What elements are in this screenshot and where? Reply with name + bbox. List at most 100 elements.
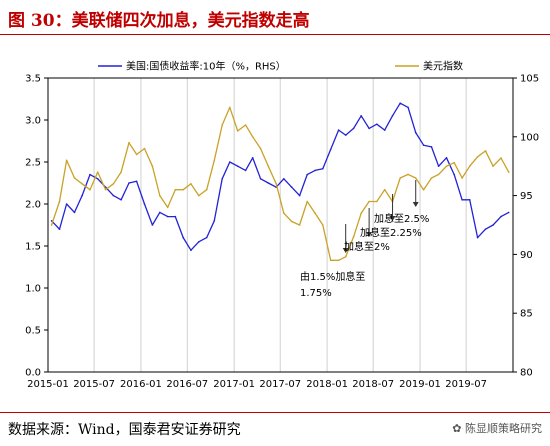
legend: 美国:国债收益率:10年（%，RHS） 美元指数 — [98, 60, 463, 73]
data-point — [453, 173, 456, 176]
data-point — [81, 183, 83, 185]
x-tick-label: 2019-01 — [399, 379, 441, 390]
data-point — [329, 259, 332, 262]
data-point — [143, 203, 146, 205]
axes: 2015-01 2015-07 2016-01 2016-07 2017-01 2017-… — [25, 74, 539, 391]
y-left-tick-label: 2.5 — [25, 158, 41, 169]
annotation-label: 加息至2.5% — [374, 212, 429, 225]
data-point — [198, 241, 200, 243]
data-point — [259, 147, 262, 150]
data-point — [159, 194, 161, 197]
data-point — [213, 159, 216, 162]
data-point — [73, 211, 76, 214]
data-point — [104, 188, 107, 191]
x-tick-label: 2017-07 — [259, 379, 301, 390]
data-point — [283, 212, 285, 214]
data-point — [484, 228, 487, 230]
grid — [47, 78, 467, 372]
legend-label: 美元指数 — [423, 60, 463, 73]
data-point — [298, 194, 301, 197]
data-point — [275, 183, 278, 185]
data-point — [236, 130, 239, 132]
chart: 2015-01 2015-07 2016-01 2016-07 2017-01 2017-… — [25, 60, 539, 391]
y-left-tick-label: 1.5 — [25, 242, 41, 253]
x-tick-label: 2015-01 — [27, 379, 69, 390]
data-point — [407, 173, 409, 176]
y-left-tick-label: 2.0 — [25, 200, 41, 211]
y-left-tick-label: 3.0 — [25, 116, 41, 127]
legend-label: 美国:国债收益率:10年（%，RHS） — [126, 60, 286, 73]
data-point — [360, 115, 363, 117]
plot-frame — [47, 77, 514, 373]
data-point — [267, 165, 270, 167]
data-point — [500, 157, 502, 159]
data-point — [229, 161, 231, 163]
data-point — [65, 203, 68, 205]
x-tick-label: 2017-01 — [213, 379, 255, 390]
data-point — [159, 211, 161, 214]
data-point — [174, 215, 177, 218]
y-left-tick-label: 0.5 — [25, 326, 41, 337]
data-point — [81, 194, 83, 197]
data-point — [166, 206, 169, 209]
annotation-label: 由1.5%加息至 — [300, 270, 365, 283]
data-point — [437, 173, 440, 176]
data-point — [484, 150, 487, 152]
data-point — [221, 178, 223, 180]
data-point — [298, 224, 301, 226]
data-point — [414, 131, 417, 134]
annotation-arrowhead — [412, 202, 419, 207]
data-point — [352, 236, 355, 238]
data-point — [461, 199, 463, 201]
data-point — [290, 220, 293, 223]
wechat-icon: ✿ — [452, 422, 462, 435]
data-point — [58, 200, 61, 203]
y-left-tick-label: 3.5 — [25, 74, 41, 85]
data-point — [383, 129, 386, 131]
data-point — [476, 236, 479, 239]
data-point — [151, 224, 154, 226]
data-point — [96, 178, 99, 180]
data-point — [251, 157, 254, 159]
x-tick-label: 2018-07 — [352, 379, 394, 390]
data-point — [399, 102, 402, 104]
data-point — [344, 134, 347, 136]
data-point — [368, 127, 370, 130]
data-point — [135, 153, 138, 156]
data-point — [112, 183, 115, 185]
watermark: ✿ 陈显顺策略研究 — [452, 420, 542, 436]
data-point — [213, 220, 216, 222]
data-point — [259, 178, 262, 180]
data-point — [368, 200, 370, 203]
data-point — [50, 220, 53, 222]
data-point — [437, 165, 440, 167]
data-point — [376, 200, 378, 203]
x-tick-label: 2016-01 — [120, 379, 162, 390]
data-point — [322, 224, 324, 226]
source-note: 数据来源：Wind，国泰君安证券研究 — [8, 422, 241, 438]
series-us10y-yield — [51, 102, 510, 251]
y-right-tick-label: 90 — [520, 250, 533, 261]
data-point — [128, 182, 130, 184]
y-right-tick-label: 80 — [520, 368, 533, 379]
data-point — [221, 124, 223, 126]
data-point — [182, 236, 184, 239]
title-rule — [0, 34, 550, 35]
data-point — [151, 165, 154, 167]
y-right-tick-label: 100 — [520, 132, 539, 143]
y-right-tick-label: 105 — [520, 74, 539, 85]
data-point — [422, 144, 425, 146]
data-point — [414, 177, 417, 179]
x-tick-label: 2016-07 — [166, 379, 208, 390]
data-point — [143, 147, 146, 150]
data-point — [65, 159, 68, 162]
data-point — [89, 173, 91, 176]
data-point — [407, 106, 409, 109]
data-point — [182, 188, 184, 191]
data-point — [376, 123, 378, 125]
data-point — [50, 224, 53, 226]
data-point — [314, 212, 316, 214]
data-point — [205, 188, 208, 191]
data-point — [468, 199, 471, 201]
data-point — [422, 188, 425, 191]
